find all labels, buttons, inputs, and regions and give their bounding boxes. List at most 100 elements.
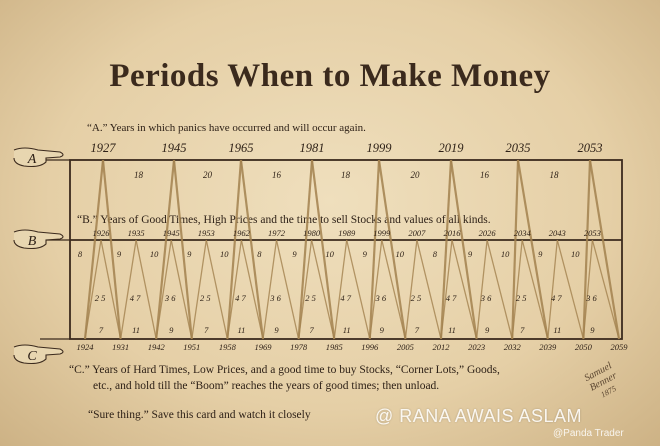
panic-year: 1945 [162,141,187,155]
interval-number: 2 5 [200,293,211,303]
good-year: 1962 [233,228,251,238]
cycle-line [191,239,207,340]
interval-number: 9 [485,325,490,335]
pointing-hand-icon: C [13,344,64,365]
interval-number: 9 [187,249,192,259]
row-label-a: A [27,152,37,167]
panic-line [226,159,243,340]
cycle-line [440,239,453,340]
caption-c-line2: etc., and hold till the “Boom” reaches t… [93,380,440,392]
hard-year: 1969 [255,342,273,352]
interval-number: 2 5 [411,293,422,303]
panic-gap: 18 [550,170,560,180]
row-label-c: C [27,349,37,364]
hard-year: 1924 [77,342,95,352]
panic-line [155,159,176,340]
panic-line [582,159,592,340]
panic-year: 1965 [229,141,254,155]
panic-line [516,159,549,340]
panic-year: 2035 [506,141,531,155]
cycle-line [170,239,193,340]
interval-number: 10 [325,249,334,259]
interval-number: 7 [99,325,104,335]
cycle-line [451,239,478,340]
cycle-line [486,239,513,340]
interval-number: 3 6 [164,293,176,303]
panic-line [511,159,520,340]
interval-number: 4 7 [235,293,246,303]
panic-gap: 20 [203,170,213,180]
panic-line [377,159,407,340]
cycle-line [275,239,300,340]
interval-number: 11 [448,325,456,335]
panic-line [172,159,193,340]
row-label-b: B [28,234,37,249]
interval-number: 7 [309,325,314,335]
hard-year: 2005 [397,342,414,352]
interval-number: 8 [257,249,262,259]
panic-year: 1999 [367,141,393,155]
cycle-line [547,239,558,340]
panic-gap: 18 [134,170,144,180]
interval-number: 11 [553,325,561,335]
interval-number: 3 6 [374,293,386,303]
panic-line [368,159,381,340]
watermark-sub: @Panda Trader [553,428,624,439]
interval-number: 8 [78,249,83,259]
panic-line [83,159,105,340]
cycle-line [240,239,264,340]
page-title: Periods When to Make Money [109,58,551,94]
panic-year: 2019 [439,141,465,155]
good-year: 2026 [479,228,497,238]
interval-number: 11 [237,325,245,335]
cycle-line [591,239,620,340]
panic-line [310,159,336,340]
hard-year: 1958 [219,342,237,352]
cycle-line [310,239,335,340]
good-year: 1945 [163,228,180,238]
hand-outline [13,344,64,365]
caption-c-line1: “C.” Years of Hard Times, Low Prices, an… [69,364,500,376]
good-year: 2016 [444,228,462,238]
interval-number: 9 [590,325,595,335]
interval-number: 4 7 [340,293,351,303]
watermark: @ RANA AWAIS ASLAM [375,406,582,426]
interval-number: 11 [132,325,140,335]
hard-year: 2050 [575,342,593,352]
hard-year: 1931 [112,342,129,352]
interval-number: 4 7 [551,293,562,303]
cycle-line [100,239,122,340]
cycle-line [416,239,442,340]
cycle-line [262,239,278,340]
interval-number: 9 [292,249,297,259]
interval-number: 2 5 [305,293,316,303]
cycle-line [521,239,549,340]
interval-number: 10 [501,249,510,259]
hard-year: 1996 [361,342,379,352]
interval-number: 9 [380,325,385,335]
frame-box [69,159,623,340]
cycle-line [297,239,313,340]
row-pointers: A B C [13,147,64,365]
panic-gap: 16 [272,170,282,180]
interval-number: 11 [343,325,351,335]
hard-year: 1978 [290,342,308,352]
pointing-hand-icon: B [13,229,64,250]
cycle-line [135,239,157,340]
cycle-line [84,239,102,340]
panic-line [239,159,265,340]
interval-number: 10 [150,249,159,259]
hard-year: 1951 [183,342,200,352]
pointing-hand-icon: A [13,147,64,168]
diagram-frame [40,159,623,340]
hard-year: 2023 [468,342,485,352]
cycle-line [119,239,137,340]
panic-line [297,159,314,340]
good-year: 1926 [93,228,111,238]
interval-number: 2 5 [95,293,106,303]
cycle-line [404,239,418,340]
